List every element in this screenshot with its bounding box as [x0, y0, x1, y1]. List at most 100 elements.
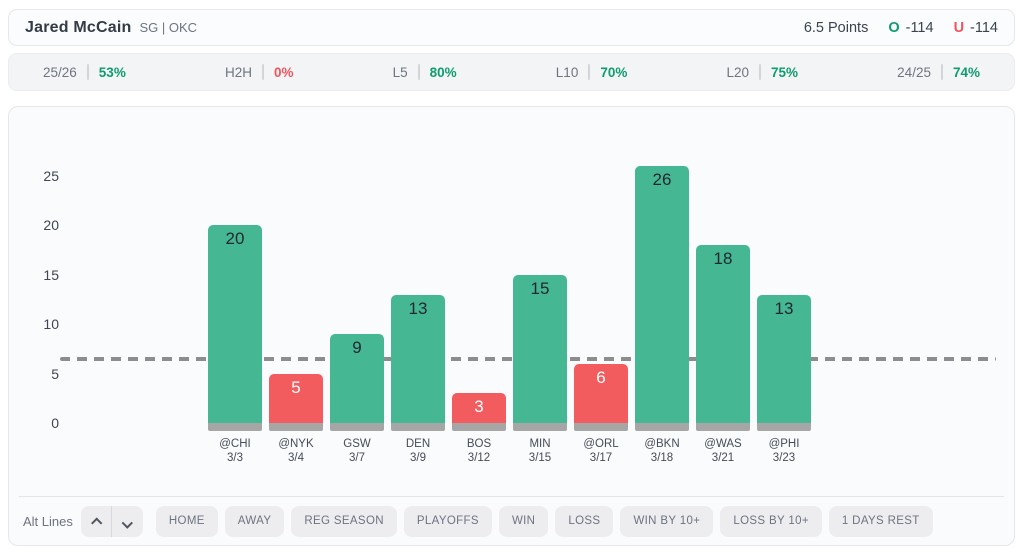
under-odds: U -114: [954, 20, 998, 36]
bar-base-strip: [513, 423, 567, 431]
stat-l20: L20 75%: [726, 64, 798, 80]
stat-value: 53%: [98, 64, 126, 80]
y-axis-tick: 0: [51, 415, 59, 431]
chevron-up-icon: [91, 517, 103, 529]
stat-25-26: 25/26 53%: [43, 64, 126, 80]
game-bar-gsw[interactable]: 9: [330, 334, 384, 423]
stat-divider: [417, 64, 420, 80]
bar-base-strip: [635, 423, 689, 431]
stat-value: 80%: [429, 64, 457, 80]
under-label: U: [953, 19, 965, 36]
bar-base-strip: [269, 423, 323, 431]
bar-value-label: 15: [530, 278, 550, 298]
stat-divider: [940, 64, 943, 80]
player-header: Jared McCain SG | OKC 6.5 Points O -114 …: [8, 9, 1015, 46]
game-bar-min[interactable]: 15: [513, 274, 567, 423]
stat-divider: [86, 64, 89, 80]
y-axis-tick: 25: [43, 168, 59, 184]
bar-value-label: 3: [474, 397, 484, 417]
x-axis-label: @NYK 3/4: [278, 438, 314, 464]
chart-card: 0 5 10 15 20 25 20 @CHI 3/3 5 @NYK 3/4 9 GSW 3/7 13 DEN 3…: [8, 106, 1015, 546]
filter-win-by-10-[interactable]: WIN BY 10+: [620, 505, 714, 537]
stat-value: 75%: [771, 64, 799, 80]
bar-value-label: 26: [652, 170, 672, 190]
x-axis-label: @BKN 3/18: [644, 438, 680, 464]
game-bar-at-phi[interactable]: 13: [757, 294, 811, 423]
x-axis-label: @CHI 3/3: [219, 438, 251, 464]
stat-l10: L10 70%: [555, 64, 628, 80]
bar-base-strip: [757, 423, 811, 431]
bar-base-strip: [391, 423, 445, 431]
bar-value-label: 6: [596, 367, 606, 387]
x-axis-label: BOS 3/12: [466, 438, 492, 464]
controls-bar: Alt Lines HOME AWAY REG SEASON PLAYOFFS WIN L…: [9, 497, 1014, 545]
game-bar-at-was[interactable]: 18: [696, 245, 750, 423]
y-axis-tick: 20: [43, 217, 59, 234]
game-bar-den[interactable]: 13: [391, 294, 445, 423]
bar-value-label: 20: [225, 229, 245, 249]
prop-line: 6.5 Points: [803, 19, 869, 36]
game-bar-at-orl[interactable]: 6: [574, 363, 628, 423]
x-axis-label: @WAS 3/21: [704, 438, 742, 464]
filter-playoffs[interactable]: PLAYOFFS: [403, 505, 492, 537]
player-meta: SG | OKC: [139, 19, 198, 35]
x-axis-label: DEN 3/9: [405, 438, 431, 464]
bar-base-strip: [208, 423, 262, 431]
stat-label: H2H: [224, 64, 252, 80]
stat-divider: [759, 64, 762, 80]
filter-1-days-rest[interactable]: 1 DAYS REST: [828, 505, 933, 537]
stat-label: L5: [392, 64, 408, 80]
filter-loss[interactable]: LOSS: [555, 505, 614, 537]
filter-home[interactable]: HOME: [155, 505, 218, 537]
stat-value: 70%: [600, 64, 628, 80]
game-bar-at-bkn[interactable]: 26: [635, 166, 689, 423]
stat-value: 74%: [952, 64, 980, 80]
x-axis-label: MIN 3/15: [528, 438, 552, 464]
controls-divider: [19, 496, 1004, 497]
bar-value-label: 13: [774, 298, 794, 318]
bar-base-strip: [452, 423, 506, 431]
stat-divider: [261, 64, 264, 80]
game-bar-at-chi[interactable]: 20: [208, 225, 262, 423]
points-bar-chart: 0 5 10 15 20 25 20 @CHI 3/3 5 @NYK 3/4 9 GSW 3/7 13 DEN 3…: [9, 107, 1014, 496]
bar-base-strip: [574, 423, 628, 431]
stat-h2h: H2H 0%: [224, 64, 294, 80]
stat-24-25: 24/25 74%: [897, 64, 980, 80]
y-axis-tick: 15: [43, 266, 59, 283]
stat-label: L10: [555, 64, 579, 80]
stat-label: L20: [726, 64, 750, 80]
game-bar-at-nyk[interactable]: 5: [269, 373, 323, 423]
alt-lines-stepper: [80, 505, 143, 537]
stat-l5: L5 80%: [393, 64, 457, 80]
stats-bar: 25/26 53% H2H 0% L5 80% L10 70% L20 75% 24/25 74%: [8, 53, 1015, 91]
stat-value: 0%: [273, 64, 294, 80]
x-axis-label: GSW 3/7: [343, 438, 371, 464]
player-info: Jared McCain SG | OKC: [25, 19, 197, 37]
game-bar-bos[interactable]: 3: [452, 393, 506, 423]
chevron-down-icon: [121, 517, 133, 529]
filter-away[interactable]: AWAY: [224, 505, 285, 537]
alt-line-up-button[interactable]: [81, 505, 113, 537]
bar-base-strip: [330, 423, 384, 431]
player-name: Jared McCain: [25, 18, 132, 36]
over-label: O: [888, 19, 900, 36]
stat-divider: [588, 64, 591, 80]
y-axis-tick: 5: [51, 365, 59, 382]
filter-win[interactable]: WIN: [498, 505, 549, 537]
stat-label: 25/26: [43, 64, 77, 80]
y-axis-tick: 10: [43, 316, 59, 333]
alt-lines-label: Alt Lines: [23, 513, 73, 529]
bar-value-label: 9: [352, 338, 362, 358]
filter-loss-by-10-[interactable]: LOSS BY 10+: [720, 505, 822, 537]
alt-line-down-button[interactable]: [112, 506, 143, 537]
bar-value-label: 13: [408, 298, 428, 318]
prop-odds: 6.5 Points O -114 U -114: [804, 20, 998, 36]
over-odds: O -114: [888, 20, 933, 36]
over-value: -114: [905, 19, 934, 36]
x-axis-label: @ORL 3/17: [583, 438, 619, 464]
bar-value-label: 5: [291, 377, 301, 397]
bar-base-strip: [696, 423, 750, 431]
filter-reg-season[interactable]: REG SEASON: [291, 505, 397, 537]
stat-label: 24/25: [897, 64, 931, 80]
